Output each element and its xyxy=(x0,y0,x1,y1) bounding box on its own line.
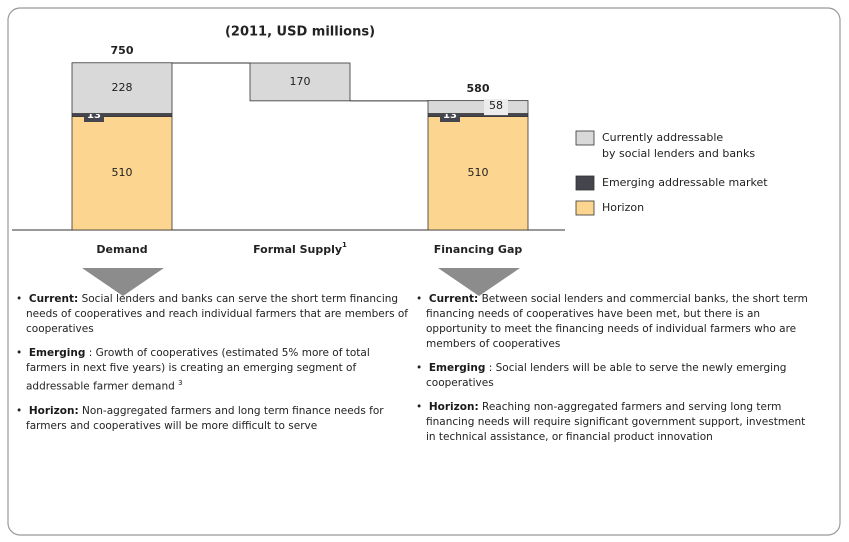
footnote: 3 xyxy=(178,379,183,387)
bullet-label: Emerging xyxy=(428,362,486,374)
bullet: Emerging : Growth of cooperatives (estim… xyxy=(16,346,411,395)
value-label: 228 xyxy=(112,81,133,94)
total-label: 750 xyxy=(111,44,134,57)
bar-segment xyxy=(427,100,529,114)
bullet-text: : Social lenders will be able to serve t… xyxy=(426,362,787,389)
bullet-label: Current: xyxy=(28,293,79,305)
value-label: 13 xyxy=(87,110,101,121)
bar-segment xyxy=(427,116,529,231)
bullet-label: Horizon: xyxy=(28,404,79,417)
category: Formal Supply xyxy=(253,243,342,256)
notes-right: Current: Between social lenders and comm… xyxy=(416,292,811,454)
chart-title: (2011, USD millions) xyxy=(225,25,375,40)
value-label: 13 xyxy=(443,110,457,121)
notes-left: Current: Social lenders and banks can se… xyxy=(16,292,411,443)
legend-line: Currently addressable xyxy=(602,131,723,144)
bullet: Current: Social lenders and banks can se… xyxy=(16,292,411,337)
bullet-label: Horizon: xyxy=(428,401,479,413)
value-label: 58 xyxy=(489,99,503,112)
legend-swatch xyxy=(575,175,595,191)
legend-label: Horizon xyxy=(602,201,644,214)
bar-segment xyxy=(71,62,173,114)
bullet-text: Between social lenders and commercial ba… xyxy=(426,293,808,350)
bullet-text: Reaching non-aggregated farmers and serv… xyxy=(426,401,806,443)
legend-line: by social lenders and banks xyxy=(602,147,755,160)
legend-label: Emerging addressable market xyxy=(602,176,768,189)
legend-swatch xyxy=(575,130,595,146)
bullet: Emerging : Social lenders will be able t… xyxy=(416,361,811,391)
arrow xyxy=(438,268,520,296)
arrow xyxy=(82,268,164,296)
bullet: Horizon: Non-aggregated farmers and long… xyxy=(16,404,411,434)
total-label: 580 xyxy=(467,82,490,95)
bullet: Horizon: Reaching non-aggregated farmers… xyxy=(416,400,811,445)
bullet-text: Social lenders and banks can serve the s… xyxy=(26,293,408,335)
category: Financing Gap xyxy=(434,243,523,256)
bar-segment xyxy=(249,62,351,102)
value-label: 170 xyxy=(290,75,311,88)
footnote: 1 xyxy=(342,241,347,249)
bullet-text: : Growth of cooperatives (estimated 5% m… xyxy=(26,347,370,393)
category: Demand xyxy=(96,243,147,256)
x-tick-label: Financing Gap xyxy=(434,243,523,256)
label-box xyxy=(484,99,508,116)
legend-swatch xyxy=(575,200,595,216)
value-label: 510 xyxy=(468,166,489,179)
bullet-label: Emerging xyxy=(28,347,86,359)
bullet-label: Current: xyxy=(428,293,479,305)
legend-label: Currently addressable by social lenders a… xyxy=(602,131,755,160)
x-tick-label: Demand xyxy=(96,243,147,256)
bullet: Current: Between social lenders and comm… xyxy=(416,292,811,352)
value-label: 510 xyxy=(112,166,133,179)
bullet-text: Non-aggregated farmers and long term fin… xyxy=(26,404,384,432)
x-tick-label: Formal Supply1 xyxy=(253,241,347,256)
bar-segment xyxy=(71,116,173,231)
